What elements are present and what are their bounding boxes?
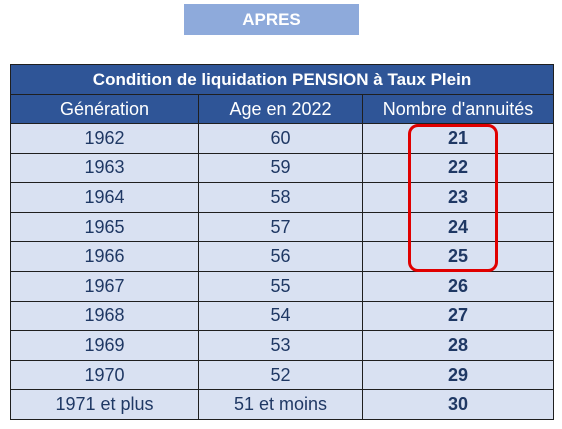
cell-annuites: 23: [361, 182, 555, 213]
table-body: 1962 60 21 1963 59 22 1964 58 23 1965 57 24 1966 56 25…: [10, 123, 555, 420]
cell-generation: 1965: [10, 211, 199, 243]
pension-table: Condition de liquidation PENSION à Taux …: [9, 64, 555, 420]
table-row: 1968 54 27: [10, 300, 555, 332]
cell-age: 53: [198, 330, 363, 361]
cell-annuites: 27: [361, 300, 555, 332]
cell-generation: 1968: [10, 300, 199, 332]
cell-generation: 1970: [10, 359, 199, 391]
table-row: 1962 60 21: [10, 123, 555, 154]
table-row: 1971 et plus 51 et moins 30: [10, 389, 555, 420]
cell-generation: 1964: [10, 182, 199, 213]
pension-table-container: Condition de liquidation PENSION à Taux …: [9, 64, 555, 420]
cell-annuites: 25: [361, 241, 555, 272]
cell-age: 54: [198, 300, 363, 332]
cell-age: 57: [198, 211, 363, 243]
cell-age: 55: [198, 270, 363, 302]
column-header-age: Age en 2022: [198, 94, 363, 124]
table-row: 1966 56 25: [10, 241, 555, 272]
cell-age: 59: [198, 152, 363, 184]
table-header-row: Génération Age en 2022 Nombre d'annuités: [10, 94, 555, 124]
table-row: 1967 55 26: [10, 270, 555, 302]
cell-annuites: 30: [361, 389, 555, 420]
apres-badge-label: APRES: [242, 9, 301, 29]
column-header-annuites: Nombre d'annuités: [361, 94, 555, 124]
cell-age: 51 et moins: [198, 389, 363, 420]
cell-annuites: 28: [361, 330, 555, 361]
cell-age: 58: [198, 182, 363, 213]
cell-generation: 1967: [10, 270, 199, 302]
cell-generation: 1962: [10, 123, 199, 154]
cell-annuites: 29: [361, 359, 555, 391]
cell-generation: 1971 et plus: [10, 389, 199, 420]
cell-age: 56: [198, 241, 363, 272]
cell-annuites: 21: [361, 123, 555, 154]
cell-annuites: 26: [361, 270, 555, 302]
cell-generation: 1963: [10, 152, 199, 184]
cell-generation: 1969: [10, 330, 199, 361]
cell-annuites: 22: [361, 152, 555, 184]
apres-badge: APRES: [184, 4, 359, 35]
table-title-row: Condition de liquidation PENSION à Taux …: [9, 64, 555, 95]
table-row: 1965 57 24: [10, 211, 555, 243]
table-row: 1970 52 29: [10, 359, 555, 391]
cell-age: 52: [198, 359, 363, 391]
cell-generation: 1966: [10, 241, 199, 272]
column-header-generation: Génération: [10, 94, 199, 124]
cell-age: 60: [198, 123, 363, 154]
table-title: Condition de liquidation PENSION à Taux …: [9, 64, 555, 95]
table-row: 1969 53 28: [10, 330, 555, 361]
cell-annuites: 24: [361, 211, 555, 243]
table-row: 1964 58 23: [10, 182, 555, 213]
table-row: 1963 59 22: [10, 152, 555, 184]
